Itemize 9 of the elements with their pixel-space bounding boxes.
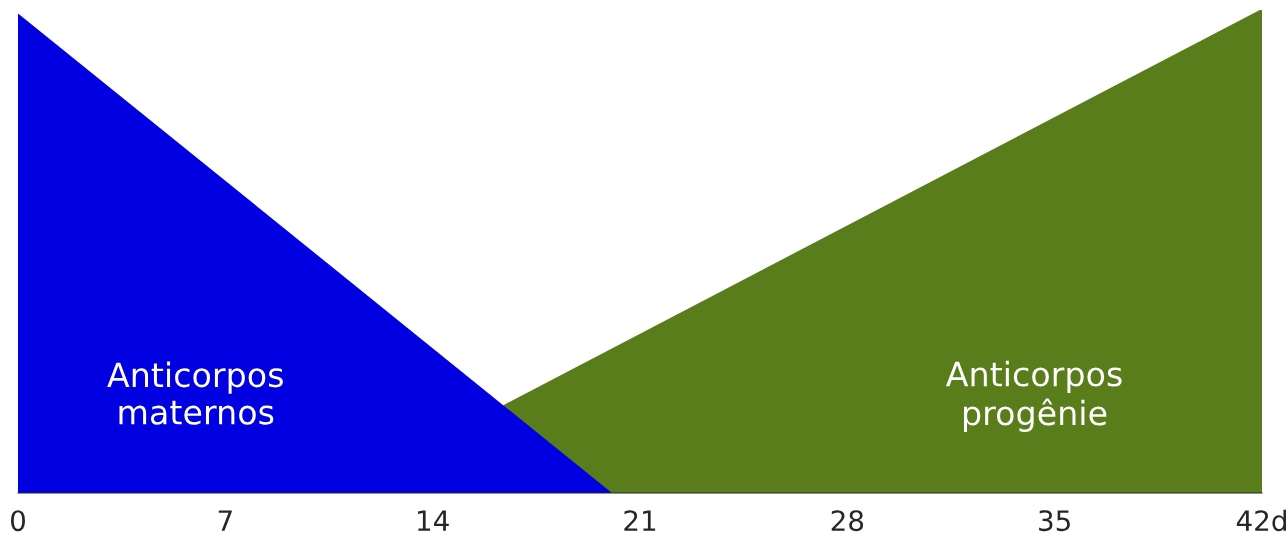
x-tick-label: 0	[10, 510, 25, 532]
x-tick-label: 7	[218, 510, 232, 531]
x-tick-label: 21	[624, 510, 656, 531]
x-tick-label: 35	[1039, 510, 1070, 532]
x-tick-label: 14	[418, 510, 449, 531]
x-tick-label: 42d	[1236, 509, 1286, 532]
x-tick-label: 28	[831, 510, 864, 532]
series-label: Anticorpos progênie	[945, 360, 1122, 432]
series-label: Anticorpos maternos	[107, 361, 283, 425]
